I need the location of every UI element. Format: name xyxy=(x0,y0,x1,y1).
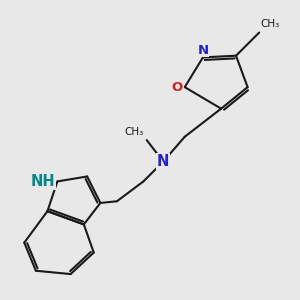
Text: CH₃: CH₃ xyxy=(261,19,280,29)
Text: N: N xyxy=(157,154,169,169)
Text: NH: NH xyxy=(31,174,56,189)
Text: O: O xyxy=(172,81,183,94)
Text: CH₃: CH₃ xyxy=(124,128,143,137)
Text: N: N xyxy=(197,44,208,57)
